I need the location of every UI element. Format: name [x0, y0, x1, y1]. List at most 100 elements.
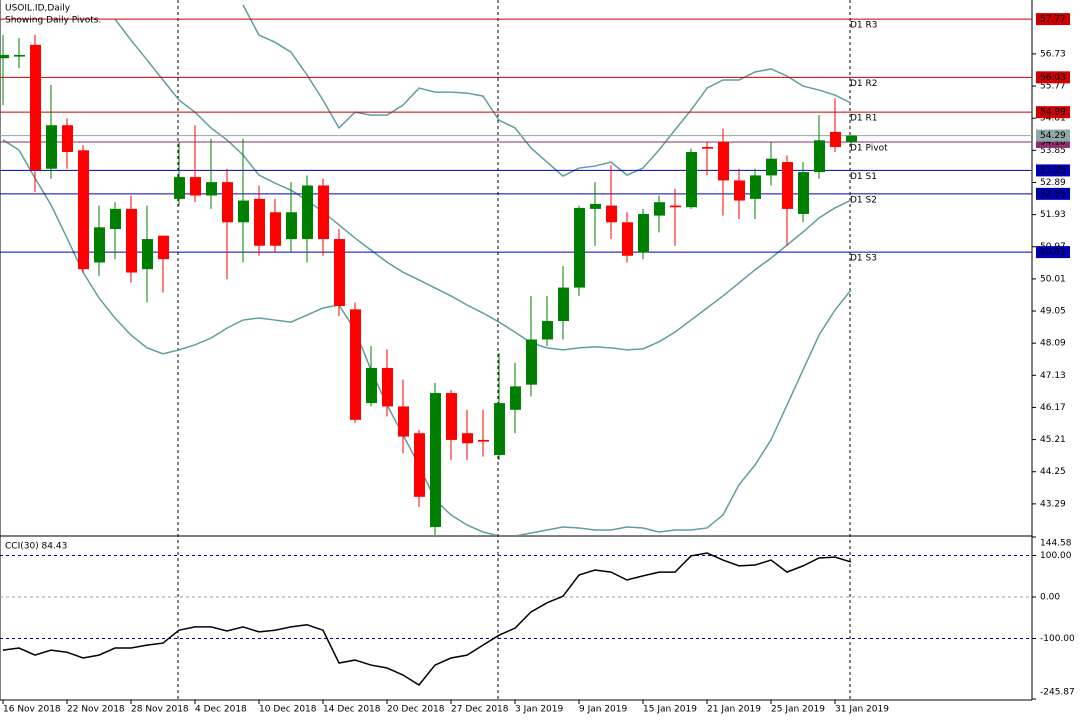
indicator-title: CCI(30) 84.43 — [5, 542, 67, 552]
candle-body — [590, 203, 601, 209]
pivot-price-label: 56.03 — [1040, 73, 1066, 83]
candle-body — [174, 177, 185, 199]
candle-body — [94, 227, 105, 263]
candle-body — [110, 208, 121, 229]
candle-body — [0, 54, 9, 59]
candle-body — [830, 131, 841, 147]
x-tick-label: 9 Jan 2019 — [579, 705, 627, 715]
chart-subtitle: Showing Daily Pivots. — [5, 16, 101, 26]
candle-body — [190, 177, 201, 196]
main-plot: D1 R3 D1 R2 D1 R1 D1 Pivot D1 S1 D1 S2 D1 S3 — [0, 4, 1032, 535]
candle-body — [622, 222, 633, 256]
candle-body — [62, 125, 73, 152]
candle-body — [558, 287, 569, 322]
band-line — [114, 18, 852, 351]
y-tick-label: 144.58 — [1040, 539, 1072, 549]
y-tick-label: 44.25 — [1040, 467, 1066, 477]
candle-body — [254, 198, 265, 246]
chart-title: USOIL.ID,Daily — [5, 4, 71, 14]
candle-body — [46, 125, 57, 169]
y-tick-label: 46.17 — [1040, 403, 1066, 413]
candle-body — [142, 239, 153, 270]
candle-body — [302, 185, 313, 240]
candle-body — [654, 202, 665, 216]
pivot-label: D1 R3 — [850, 21, 878, 31]
last-price-label: 54.29 — [1040, 131, 1066, 141]
x-tick-label: 16 Nov 2018 — [3, 705, 61, 715]
cci-line — [2, 552, 852, 686]
candle-body — [158, 235, 169, 260]
x-tick-label: 15 Jan 2019 — [643, 705, 697, 715]
x-tick-label: 14 Dec 2018 — [323, 705, 381, 715]
x-tick-label: 3 Jan 2019 — [515, 705, 563, 715]
candle-body — [382, 367, 393, 407]
candle-body — [206, 182, 217, 196]
pivot-price-box — [1036, 164, 1070, 177]
y-tick-label: 100.00 — [1040, 551, 1072, 561]
last-price-box — [1036, 129, 1070, 142]
candle-body — [526, 339, 537, 385]
pivot-price-box — [1036, 71, 1070, 84]
pivot-price-label: 52.55 — [1040, 189, 1066, 199]
x-tick-label: 27 Dec 2018 — [451, 705, 509, 715]
candle-body — [702, 146, 713, 149]
candle-body — [798, 172, 809, 214]
pivot-label: D1 S1 — [850, 172, 877, 182]
x-tick-label: 4 Dec 2018 — [195, 705, 247, 715]
pivot-price-label: 53.25 — [1040, 166, 1066, 176]
pivot-price-label: 54.10 — [1040, 137, 1066, 147]
candle-body — [222, 182, 233, 223]
y-tick-label: 48.09 — [1040, 339, 1066, 349]
candle-body — [430, 393, 441, 527]
candle-body — [462, 433, 473, 444]
candle-body — [734, 180, 745, 201]
candle-body — [510, 386, 521, 410]
y-tick-label: 0.00 — [1040, 593, 1060, 603]
x-tick-label: 20 Dec 2018 — [387, 705, 445, 715]
y-tick-label: 43.29 — [1040, 499, 1066, 509]
x-tick-label: 22 Nov 2018 — [67, 705, 125, 715]
y-tick-label: 49.05 — [1040, 307, 1066, 317]
y-tick-label: 54.81 — [1040, 114, 1066, 124]
x-tick-label: 10 Dec 2018 — [259, 705, 317, 715]
candle-body — [286, 212, 297, 240]
x-tick-label: 31 Jan 2019 — [835, 705, 889, 715]
y-tick-label: 53.85 — [1040, 146, 1066, 156]
candle-body — [478, 439, 489, 442]
x-tick-label: 21 Jan 2019 — [707, 705, 761, 715]
pivot-label: D1 S3 — [850, 254, 877, 264]
pivot-price-label: 57.77 — [1040, 15, 1066, 25]
x-tick-label: 28 Nov 2018 — [131, 705, 189, 715]
candle-body — [366, 367, 377, 404]
candle-body — [750, 175, 761, 199]
y-tick-label: -245.87 — [1040, 688, 1075, 698]
candle-body — [574, 207, 585, 288]
cci-plot — [0, 552, 1032, 686]
pivot-label: D1 S2 — [850, 195, 877, 205]
candle-body — [30, 44, 41, 171]
candle-body — [334, 239, 345, 307]
y-tick-label: 47.13 — [1040, 371, 1066, 381]
candle-body — [126, 208, 137, 273]
y-tick-label: 52.89 — [1040, 178, 1066, 188]
candle-body — [766, 158, 777, 176]
candle-body — [270, 212, 281, 246]
x-tick-label: 25 Jan 2019 — [771, 705, 825, 715]
y-tick-label: 50.01 — [1040, 274, 1066, 284]
candle-body — [78, 150, 89, 270]
candle-body — [718, 141, 729, 181]
band-line — [242, 4, 852, 177]
pivot-price-box — [1036, 106, 1070, 119]
pivot-price-box — [1036, 246, 1070, 259]
pivot-label: D1 Pivot — [850, 143, 888, 153]
candle-body — [318, 185, 329, 240]
y-tick-label: 51.93 — [1040, 210, 1066, 220]
band-line — [2, 139, 852, 535]
y-tick-label: 45.21 — [1040, 435, 1066, 445]
candle-body — [14, 54, 25, 57]
pivot-label: D1 R2 — [850, 79, 878, 89]
pivot-price-box — [1036, 187, 1070, 200]
candle-body — [846, 135, 857, 142]
candle-body — [638, 213, 649, 253]
